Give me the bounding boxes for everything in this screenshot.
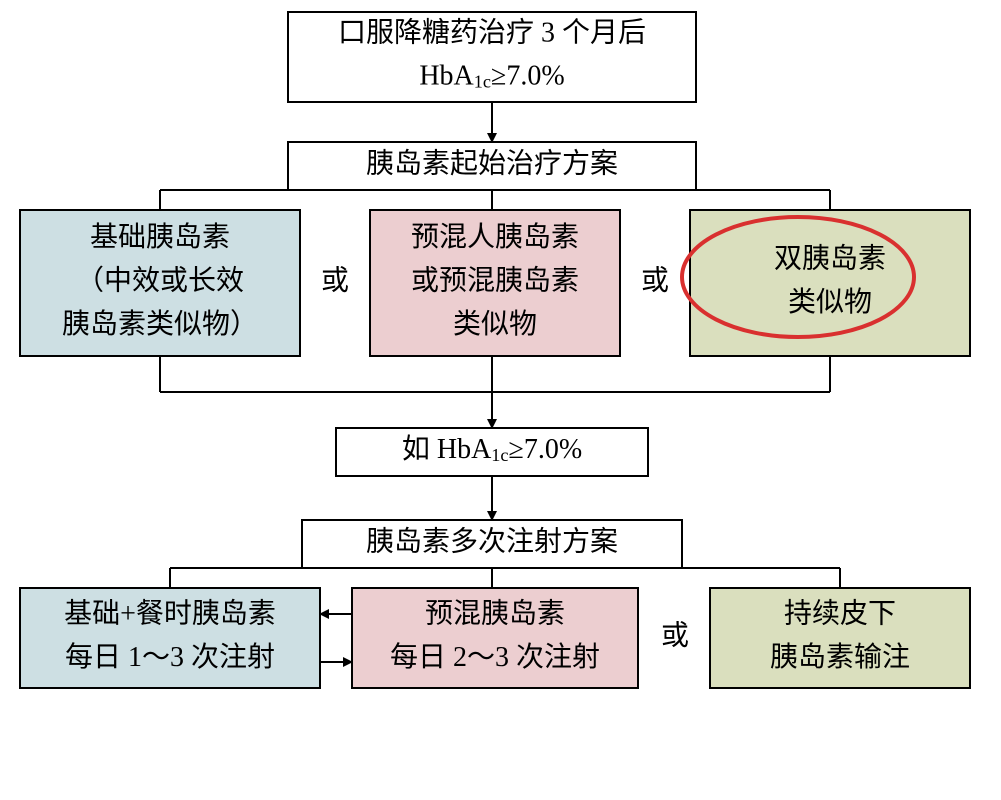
- svg-text:胰岛素输注: 胰岛素输注: [770, 641, 910, 673]
- node-n6a: 基础+餐时胰岛素每日 1～3 次注射: [20, 588, 320, 688]
- or-label: 或: [641, 264, 669, 296]
- or-label: 或: [321, 264, 349, 296]
- node-n5: 胰岛素多次注射方案: [302, 520, 682, 568]
- svg-text:或预混胰岛素: 或预混胰岛素: [411, 264, 579, 296]
- node-n3a: 基础胰岛素 （中效或长效胰岛素类似物）: [20, 210, 300, 356]
- svg-text:预混胰岛素: 预混胰岛素: [425, 598, 565, 630]
- svg-text:双胰岛素: 双胰岛素: [774, 243, 886, 275]
- svg-text:基础+餐时胰岛素: 基础+餐时胰岛素: [64, 598, 276, 630]
- node-n6b: 预混胰岛素每日 2～3 次注射: [352, 588, 638, 688]
- node-n3b: 预混人胰岛素或预混胰岛素类似物: [370, 210, 620, 356]
- node-n6c: 持续皮下胰岛素输注: [710, 588, 970, 688]
- svg-text:类似物: 类似物: [453, 308, 537, 340]
- node-n1: 口服降糖药治疗 3 个月后 HbA1c≥7.0%: [288, 12, 696, 102]
- node-n2: 胰岛素起始治疗方案: [288, 142, 696, 190]
- or-label: 或: [661, 619, 689, 651]
- svg-text:（中效或长效: （中效或长效: [76, 264, 244, 296]
- svg-text:基础胰岛素: 基础胰岛素: [90, 221, 230, 253]
- svg-text:类似物: 类似物: [788, 286, 872, 318]
- svg-text:胰岛素起始治疗方案: 胰岛素起始治疗方案: [366, 147, 618, 179]
- svg-text:胰岛素类似物）: 胰岛素类似物）: [62, 308, 258, 340]
- svg-text:每日 1～3 次注射: 每日 1～3 次注射: [65, 641, 275, 673]
- svg-text:胰岛素多次注射方案: 胰岛素多次注射方案: [366, 525, 618, 557]
- svg-text:口服降糖药治疗 3 个月后: 口服降糖药治疗 3 个月后: [338, 17, 646, 49]
- node-n4: 如 HbA1c≥7.0%: [336, 428, 648, 476]
- flowchart-diagram: 口服降糖药治疗 3 个月后 HbA1c≥7.0% 胰岛素起始治疗方案基础胰岛素 （中效…: [0, 0, 1001, 800]
- svg-text:HbA1c≥7.0%: HbA1c≥7.0%: [419, 61, 564, 92]
- svg-text:每日 2～3 次注射: 每日 2～3 次注射: [390, 641, 600, 673]
- svg-text:持续皮下: 持续皮下: [784, 598, 896, 630]
- svg-text:预混人胰岛素: 预混人胰岛素: [411, 221, 579, 253]
